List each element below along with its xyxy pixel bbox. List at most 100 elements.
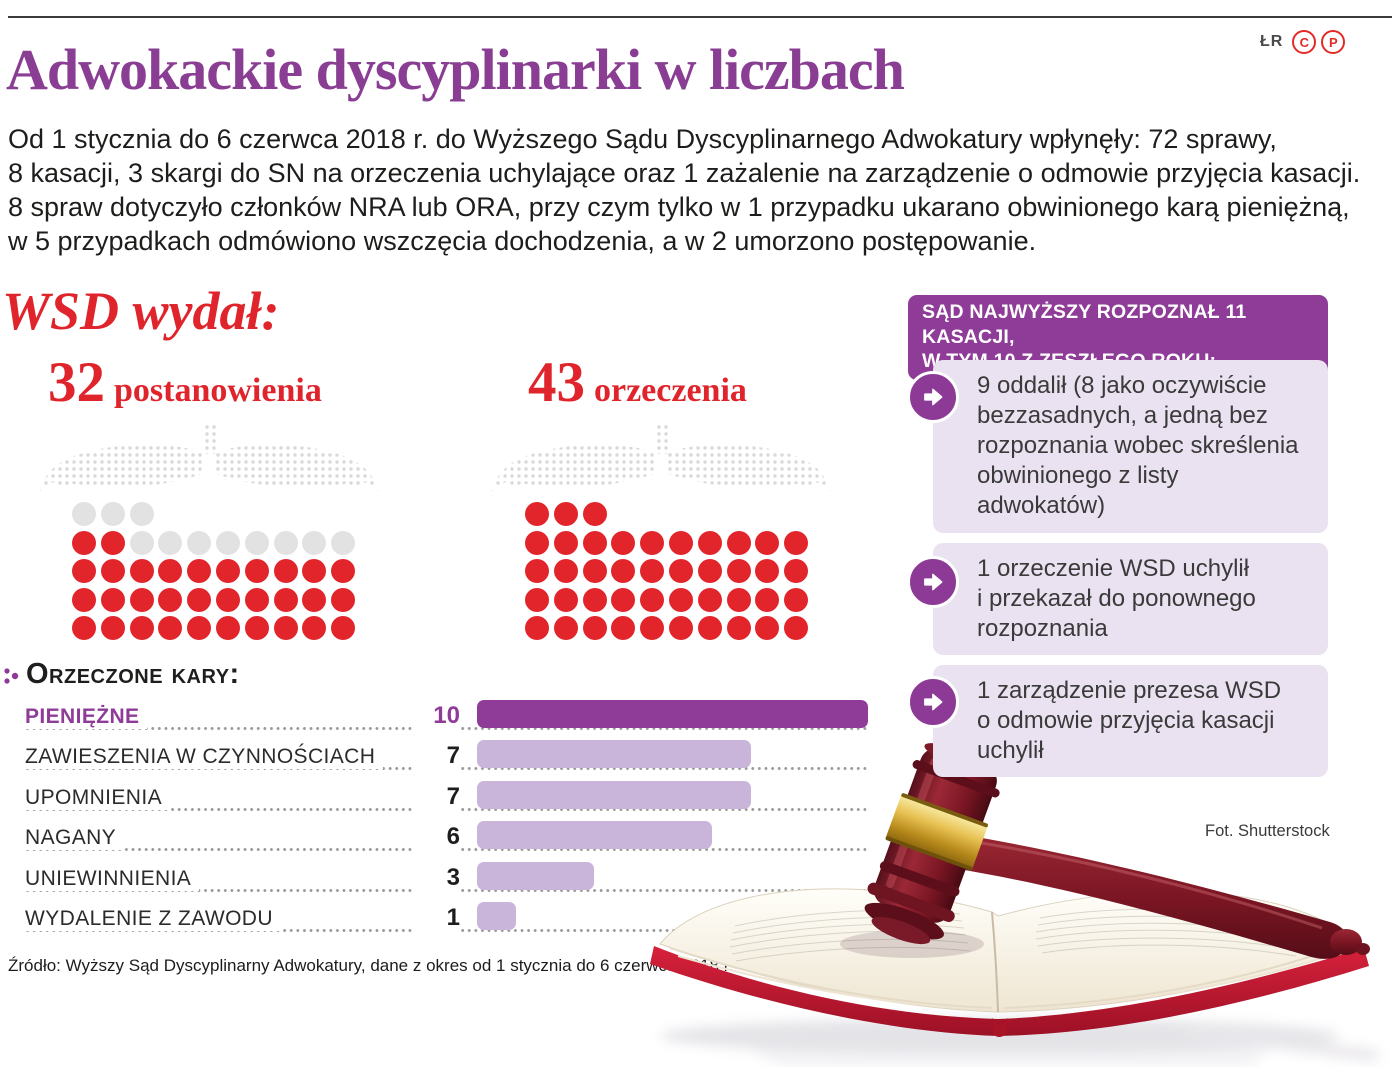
filled-dot <box>755 559 780 584</box>
orzeczenia-word: orzeczenia <box>594 372 747 409</box>
kary-value: 1 <box>415 904 460 932</box>
filled-dot <box>72 587 96 612</box>
top-rule <box>8 16 1392 18</box>
filled-dot <box>668 587 693 612</box>
orzeczenia-count: 43 <box>528 351 585 414</box>
filled-dot <box>72 559 96 584</box>
arrow-right-icon <box>907 556 959 608</box>
pictogram-row <box>525 616 809 641</box>
orzeczenia-title: 43 orzeczenia <box>528 350 747 415</box>
filled-dot <box>525 616 549 641</box>
pictogram-row <box>525 587 809 612</box>
filled-dot <box>640 587 665 612</box>
filled-dot <box>331 587 356 612</box>
filled-dot <box>331 559 356 584</box>
byline-initials: ŁR <box>1260 33 1284 50</box>
postanowienia-word: postanowienia <box>114 372 322 409</box>
filled-dot <box>668 530 693 555</box>
eagle-silhouette-icon <box>39 425 379 496</box>
kary-row-4: NAGANY 6 <box>25 819 870 855</box>
kary-label: UPOMNIENIA <box>25 786 171 810</box>
empty-dot <box>72 502 96 526</box>
empty-dot <box>158 530 183 555</box>
kary-value: 7 <box>415 783 460 811</box>
kary-row-6: WYDALENIE Z ZAWODU 1 <box>25 900 870 936</box>
filled-dot <box>525 530 549 555</box>
orzeczenia-pictogram <box>525 502 809 645</box>
pictogram-row <box>525 530 809 555</box>
filled-dot <box>100 530 125 555</box>
arrow-right-icon <box>907 371 959 423</box>
pictogram-row <box>72 502 355 526</box>
postanowienia-title: 32 postanowienia <box>48 350 322 415</box>
filled-dot <box>784 616 809 641</box>
filled-dot <box>553 616 578 641</box>
kary-bar <box>477 862 594 890</box>
kary-bar <box>477 902 516 930</box>
filled-dot <box>755 530 780 555</box>
wsd-heading: WSD wydał: <box>2 281 280 341</box>
postanowienia-count: 32 <box>48 351 105 414</box>
copyright-c-icon: C <box>1292 30 1317 54</box>
filled-dot <box>302 559 327 584</box>
empty-dot <box>187 530 212 555</box>
filled-dot <box>582 502 607 526</box>
filled-dot <box>187 559 212 584</box>
empty-dot <box>244 530 269 555</box>
filled-dot <box>525 587 549 612</box>
kary-row-2: ZAWIESZENIA W CZYNNOŚCIACH 7 <box>25 738 870 774</box>
empty-dot <box>273 530 298 555</box>
filled-dot <box>302 587 327 612</box>
sn-item-2: 1 orzeczenie WSD uchylił i przekazał do … <box>933 543 1328 655</box>
kary-label: PIENIĘŻNE <box>25 705 148 729</box>
kary-label: WYDALENIE Z ZAWODU <box>25 907 281 931</box>
kary-row-5: UNIEWINNIENIA 3 <box>25 860 870 896</box>
filled-dot <box>72 530 96 555</box>
filled-dot <box>331 616 356 641</box>
filled-dot <box>100 616 125 641</box>
kary-bar-chart: PIENIĘŻNE 10 ZAWIESZENIA W CZYNNOŚCIACH 7 UP… <box>25 698 870 943</box>
empty-dot <box>302 530 327 555</box>
page-title: Adwokackie dyscyplinarki w liczbach <box>6 37 905 102</box>
filled-dot <box>129 616 154 641</box>
filled-dot <box>302 616 327 641</box>
filled-dot <box>215 587 240 612</box>
filled-dot <box>553 559 578 584</box>
filled-dot <box>553 502 578 526</box>
filled-dot <box>158 616 183 641</box>
filled-dot <box>640 616 665 641</box>
filled-dot <box>187 616 212 641</box>
kary-label: NAGANY <box>25 826 125 850</box>
pictogram-row <box>72 559 356 584</box>
empty-dot <box>100 502 125 526</box>
filled-dot <box>273 587 298 612</box>
kary-bar <box>477 740 751 768</box>
kary-label: UNIEWINNIENIA <box>25 867 200 891</box>
filled-dot <box>640 530 665 555</box>
filled-dot <box>244 559 269 584</box>
filled-dot <box>553 587 578 612</box>
filled-dot <box>129 587 154 612</box>
photo-credit: Fot. Shutterstock <box>1205 822 1330 840</box>
empty-dot <box>129 530 154 555</box>
filled-dot <box>582 530 607 555</box>
filled-dot <box>726 559 751 584</box>
filled-dot <box>158 587 183 612</box>
source-note: Źródło: Wyższy Sąd Dyscyplinarny Adwokat… <box>8 956 734 975</box>
kary-value: 7 <box>415 742 460 770</box>
kary-value: 6 <box>415 823 460 851</box>
kary-label: ZAWIESZENIA W CZYNNOŚCIACH <box>25 745 384 769</box>
kary-bar <box>477 781 751 809</box>
pictogram-row <box>72 587 356 612</box>
pictogram-row <box>525 502 808 526</box>
filled-dot <box>726 587 751 612</box>
byline: ŁR C P <box>1260 30 1346 54</box>
kary-row-1: PIENIĘŻNE 10 <box>25 698 870 734</box>
empty-dot <box>331 530 356 555</box>
filled-dot <box>129 559 154 584</box>
filled-dot <box>726 616 751 641</box>
filled-dot <box>100 587 125 612</box>
filled-dot <box>697 616 722 641</box>
filled-dot <box>755 616 780 641</box>
sn-item-1: 9 oddalił (8 jako oczywiście bezzasadnyc… <box>933 360 1328 533</box>
